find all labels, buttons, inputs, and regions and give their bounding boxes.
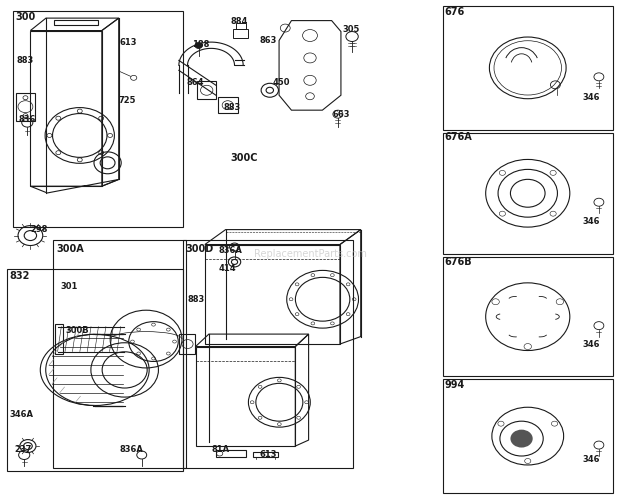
Text: 884: 884	[231, 17, 248, 26]
Bar	[443, 379, 613, 494]
Bar	[443, 133, 613, 254]
Bar	[443, 5, 613, 130]
Text: ReplacementParts.com: ReplacementParts.com	[254, 250, 366, 259]
Text: 301: 301	[61, 282, 78, 291]
Text: 300: 300	[16, 12, 36, 22]
Text: 676: 676	[445, 6, 465, 16]
Text: 300D: 300D	[185, 244, 213, 253]
Circle shape	[510, 430, 533, 448]
Text: 346: 346	[582, 339, 600, 348]
Text: 300B: 300B	[66, 326, 89, 335]
Text: 883: 883	[16, 56, 33, 65]
Text: 883: 883	[187, 295, 205, 304]
Text: 863: 863	[259, 36, 277, 45]
Text: 864: 864	[186, 78, 204, 87]
Bar	[183, 240, 353, 469]
Text: 836: 836	[18, 115, 35, 124]
Text: 450: 450	[272, 78, 290, 87]
Bar	[443, 257, 613, 376]
Text: 305: 305	[343, 25, 360, 34]
Text: 188: 188	[192, 40, 210, 49]
Text: 832: 832	[9, 271, 30, 281]
Text: 346: 346	[582, 217, 600, 226]
Bar	[233, 29, 248, 38]
Text: 994: 994	[445, 380, 465, 390]
Text: 836A: 836A	[120, 445, 143, 454]
Bar	[53, 240, 186, 469]
Text: 346: 346	[582, 455, 600, 464]
Text: 414: 414	[218, 264, 236, 273]
Text: 237: 237	[14, 445, 32, 454]
Text: 300C: 300C	[231, 153, 259, 164]
Text: 81A: 81A	[211, 445, 229, 454]
Text: 300A: 300A	[56, 244, 84, 253]
Text: 663: 663	[332, 110, 350, 119]
Bar	[236, 23, 246, 29]
Text: 725: 725	[118, 96, 136, 105]
Text: 613: 613	[120, 38, 137, 47]
Text: 346: 346	[582, 93, 600, 102]
Text: 676B: 676B	[445, 257, 472, 267]
Text: 676A: 676A	[445, 132, 472, 142]
Text: 836A: 836A	[218, 246, 242, 255]
Bar	[13, 10, 183, 227]
Circle shape	[195, 42, 202, 48]
Text: 883: 883	[223, 103, 241, 112]
Bar	[7, 269, 183, 471]
Text: 346A: 346A	[10, 410, 34, 419]
Text: 298: 298	[30, 225, 48, 234]
Text: 613: 613	[259, 450, 277, 459]
